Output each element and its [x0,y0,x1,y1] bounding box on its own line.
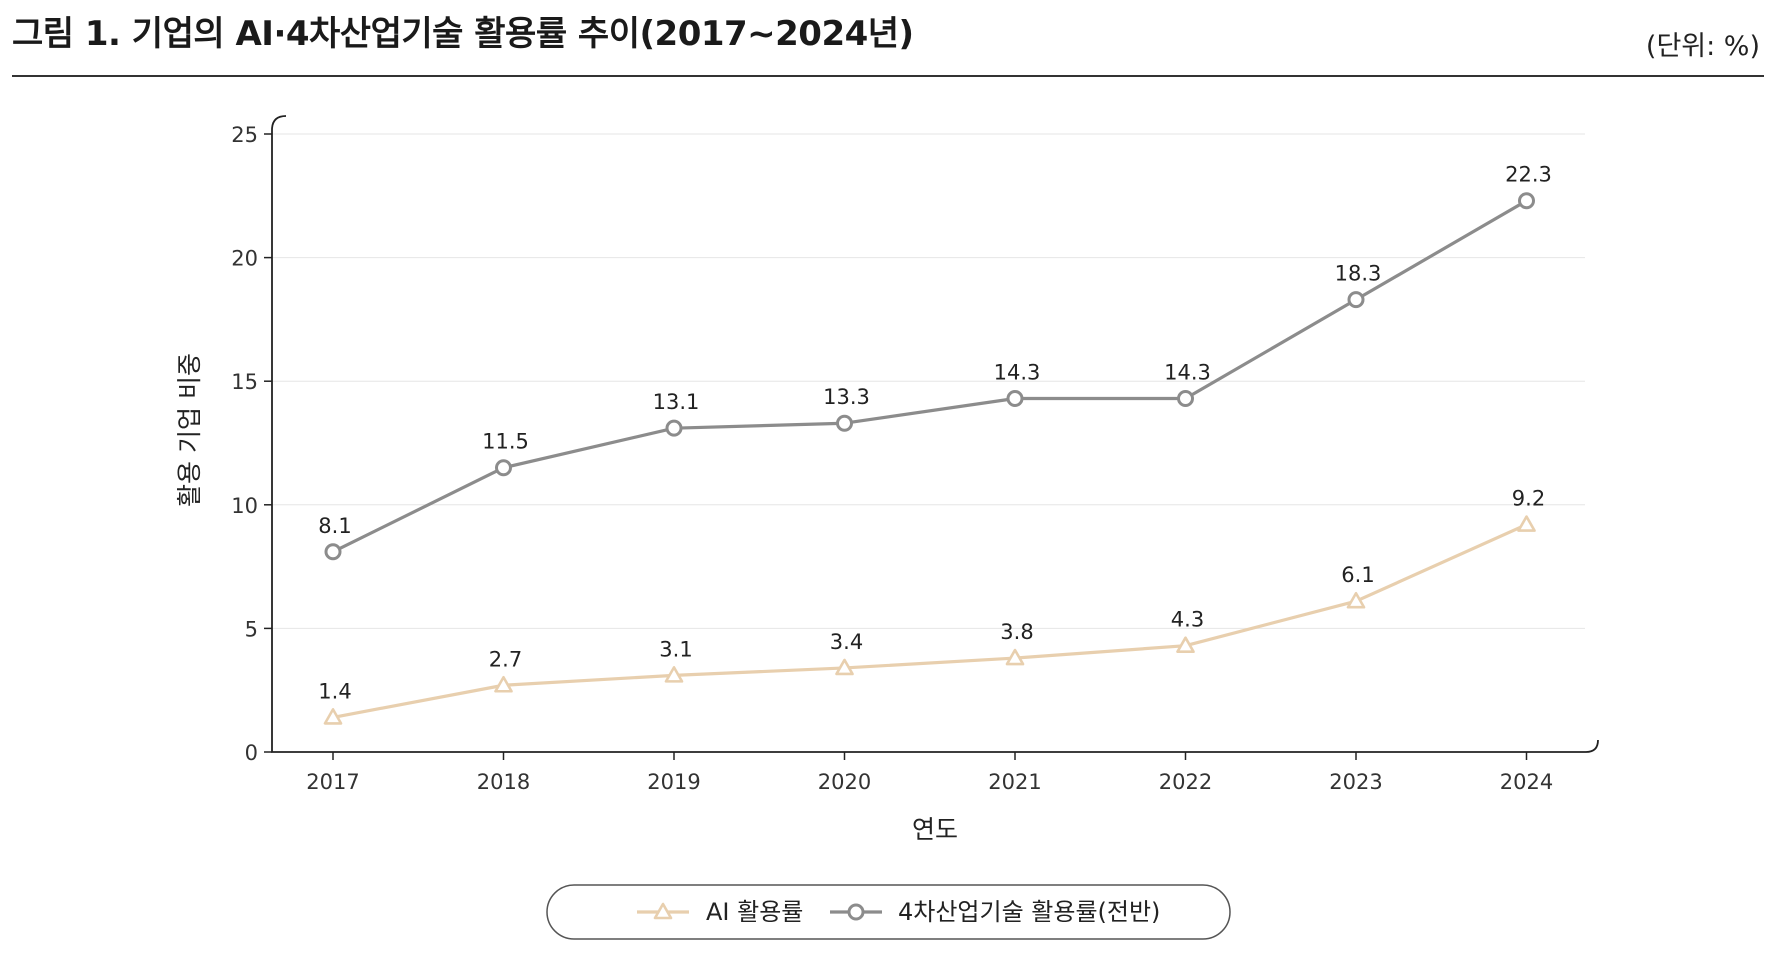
data-point-circle [495,459,512,477]
series-line-0 [331,522,1529,719]
legend-triangle-marker [653,902,673,920]
data-label: 6.1 [1341,563,1374,587]
y-tick-label: 20 [231,247,258,271]
legend-items: AI 활용률 4차산업기술 활용률(전반) [637,898,1160,926]
data-label: 3.8 [1000,620,1033,644]
data-point-triangle [323,708,343,725]
x-tick-label: 2018 [477,770,530,794]
data-label: 1.4 [318,679,351,703]
data-point-triangle [664,666,684,683]
legend-frame [546,884,1231,940]
data-point-triangle [494,675,513,693]
x-tick-label: 2022 [1159,770,1212,794]
data-label: 11.5 [482,430,529,454]
data-point-triangle [1517,515,1536,532]
data-label: 9.2 [1512,487,1545,511]
data-point-triangle [1346,591,1366,609]
data-label: 14.3 [994,361,1041,385]
data-point-circle [1177,390,1194,408]
y-axis-ticks: 0 5 10 15 20 25 [231,123,272,765]
axes [271,115,1599,753]
data-point-triangle [1005,648,1025,666]
data-label: 3.1 [659,637,692,661]
data-labels: 8.1 11.5 13.1 13.3 14.3 14.3 18.3 22.3 1.4 2.7 3.1… [318,163,1552,704]
gridlines [272,133,1585,629]
data-label: 4.3 [1171,608,1204,632]
figure-title: 그림 1. 기업의 AI·4차산업기술 활용률 추이(2017~2024년) [12,14,914,54]
data-label: 3.4 [830,630,863,654]
data-point-circle [324,543,342,561]
axis-lines [271,115,1599,753]
x-axis-ticks: 2017 2018 2019 2020 2021 2022 2023 2024 [306,752,1553,794]
data-label: 13.1 [653,390,700,414]
x-tick-label: 2023 [1329,770,1382,794]
data-label: 22.3 [1505,163,1552,187]
y-axis-title: 활용 기업 비중 [175,353,204,507]
legend-label: AI 활용률 [706,898,803,926]
data-point-circle [836,414,853,432]
data-point-circle [1006,390,1024,408]
unit-label: (단위: %) [1645,31,1760,62]
legend: AI 활용률 4차산업기술 활용률(전반) [546,884,1231,940]
data-point-circle [1518,192,1535,210]
x-tick-label: 2019 [647,770,700,794]
y-tick-label: 10 [231,494,258,518]
legend-circle-marker [847,903,865,921]
y-tick-label: 25 [231,123,258,147]
data-point-triangle [835,658,854,676]
data-label: 18.3 [1335,262,1382,286]
x-tick-label: 2017 [306,770,359,794]
y-tick-label: 5 [245,617,258,641]
data-label: 13.3 [823,385,870,409]
y-tick-label: 15 [231,370,258,394]
data-point-circle [1347,291,1365,309]
x-tick-label: 2021 [988,770,1041,794]
series-line-1 [331,199,1529,554]
data-label: 8.1 [318,514,351,538]
data-label: 14.3 [1164,361,1211,385]
y-tick-label: 0 [245,741,258,765]
x-tick-label: 2020 [818,770,871,794]
legend-label: 4차산업기술 활용률(전반) [898,898,1160,926]
data-point-triangle [1176,636,1195,654]
data-point-circle [665,419,683,437]
x-axis-title: 연도 [912,815,958,844]
series-lines [323,192,1536,725]
x-tick-label: 2024 [1500,770,1553,794]
figure-header: 그림 1. 기업의 AI·4차산업기술 활용률 추이(2017~2024년) (… [12,0,1764,77]
data-label: 2.7 [489,647,522,671]
